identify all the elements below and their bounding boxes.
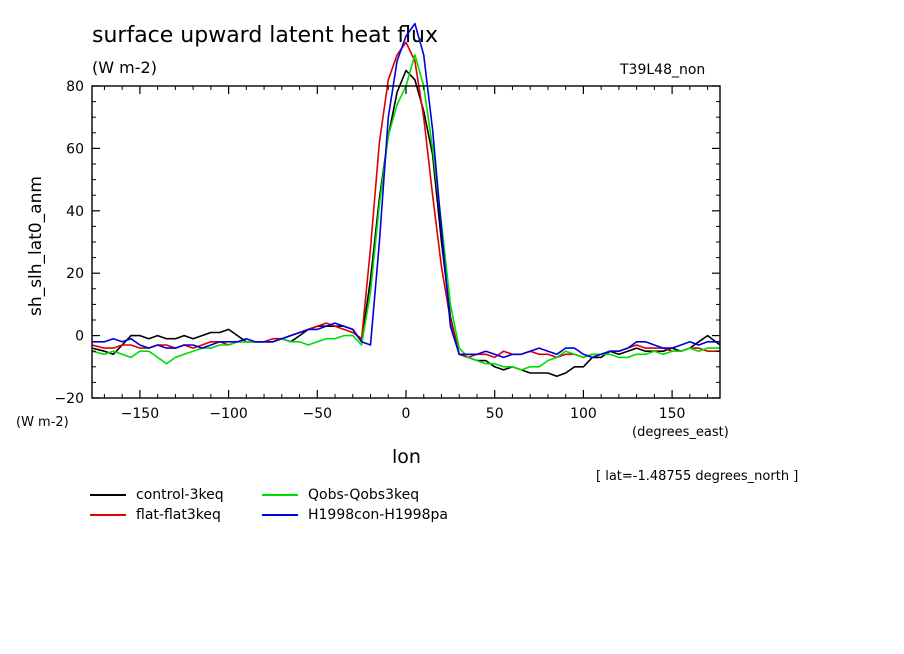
legend-label: Qobs-Qobs3keq (308, 487, 420, 503)
y-tick-label: 60 (66, 141, 84, 157)
series-line-0 (92, 69, 720, 378)
x-axis-label: lon (392, 446, 421, 468)
series-line-2 (92, 53, 720, 371)
legend-swatch (90, 514, 126, 516)
y-tick-label: 20 (66, 266, 84, 282)
legend-swatch (262, 494, 298, 496)
legend-label: H1998con-H1998pa (308, 507, 448, 523)
legend-swatch (262, 514, 298, 516)
y-tick-label: 0 (75, 329, 84, 345)
legend: control-3keq flat-flat3keq Qobs-Qobs3keq… (90, 486, 510, 526)
x-tick-label: 50 (486, 406, 504, 422)
y-axis-label: sh_slh_lat0_anm (26, 176, 46, 316)
x-tick-label: −100 (209, 406, 247, 422)
x-tick-label: −50 (303, 406, 333, 422)
chart-units: (W m-2) (92, 58, 157, 77)
legend-swatch (90, 494, 126, 496)
legend-label: control-3keq (136, 487, 224, 503)
y-tick-label: 40 (66, 204, 84, 220)
x-tick-label: 100 (570, 406, 597, 422)
y-tick-label: −20 (54, 391, 84, 407)
x-tick-label: 0 (402, 406, 411, 422)
x-tick-label: −150 (121, 406, 159, 422)
legend-item-flat-flat3keq: flat-flat3keq (90, 506, 221, 524)
x-axis-units: (degrees_east) (632, 425, 729, 440)
legend-label: flat-flat3keq (136, 507, 221, 523)
legend-item-h1998: H1998con-H1998pa (262, 506, 448, 524)
run-label: T39L48_non (620, 62, 706, 78)
y-axis-units: (W m-2) (16, 415, 69, 430)
legend-item-control-3keq: control-3keq (90, 486, 224, 504)
chart-title: surface upward latent heat flux (92, 23, 439, 48)
x-tick-label: 150 (659, 406, 686, 422)
series-line-3 (92, 22, 720, 359)
y-tick-label: 80 (66, 79, 84, 95)
legend-item-qobs: Qobs-Qobs3keq (262, 486, 419, 504)
latitude-note: [ lat=-1.48755 degrees_north ] (596, 469, 799, 484)
